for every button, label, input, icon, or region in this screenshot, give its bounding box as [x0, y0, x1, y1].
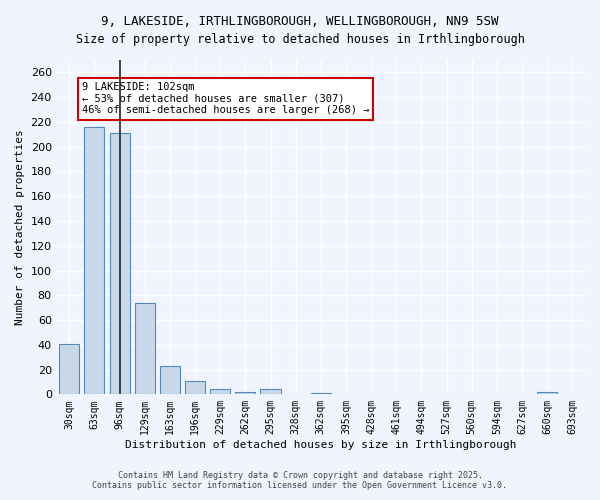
Text: 9, LAKESIDE, IRTHLINGBOROUGH, WELLINGBOROUGH, NN9 5SW: 9, LAKESIDE, IRTHLINGBOROUGH, WELLINGBOR…: [101, 15, 499, 28]
Bar: [311, 393, 331, 394]
Bar: [160, 366, 180, 394]
Bar: [537, 392, 557, 394]
Bar: [185, 380, 205, 394]
Text: Size of property relative to detached houses in Irthlingborough: Size of property relative to detached ho…: [76, 32, 524, 46]
Bar: [260, 390, 281, 394]
Y-axis label: Number of detached properties: Number of detached properties: [15, 130, 25, 325]
X-axis label: Distribution of detached houses by size in Irthlingborough: Distribution of detached houses by size …: [125, 440, 517, 450]
Text: 9 LAKESIDE: 102sqm
← 53% of detached houses are smaller (307)
46% of semi-detach: 9 LAKESIDE: 102sqm ← 53% of detached hou…: [82, 82, 370, 116]
Bar: [59, 344, 79, 394]
Bar: [110, 133, 130, 394]
Bar: [210, 390, 230, 394]
Text: Contains HM Land Registry data © Crown copyright and database right 2025.
Contai: Contains HM Land Registry data © Crown c…: [92, 470, 508, 490]
Bar: [235, 392, 256, 394]
Bar: [134, 302, 155, 394]
Bar: [85, 127, 104, 394]
